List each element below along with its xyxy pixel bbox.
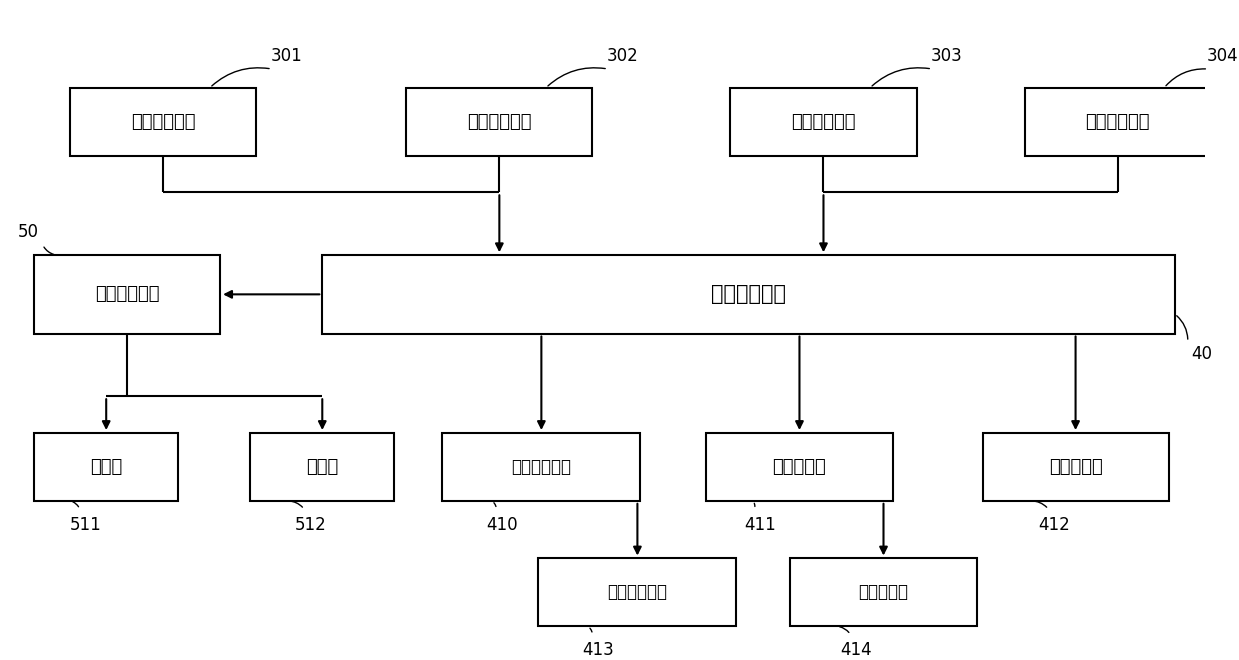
Text: 511: 511 (69, 516, 102, 534)
Text: 门解锁: 门解锁 (90, 458, 123, 476)
Bar (442, 433, 641, 501)
Text: 安全诊断模块: 安全诊断模块 (711, 284, 786, 304)
Text: 301: 301 (270, 48, 302, 65)
Text: 411: 411 (745, 516, 777, 534)
Text: 302: 302 (607, 48, 638, 65)
Bar (71, 88, 256, 156)
Text: 512: 512 (295, 516, 326, 534)
Text: 侧碰撞气囊: 侧碰撞气囊 (1048, 458, 1103, 476)
Text: 303: 303 (930, 48, 963, 65)
Text: 前碰撞气囊: 前碰撞气囊 (773, 458, 826, 476)
Text: 410: 410 (487, 516, 518, 534)
Text: 前碰撞传感器: 前碰撞传感器 (467, 113, 532, 131)
Text: 前碰撞传感器: 前碰撞传感器 (131, 113, 196, 131)
Bar (322, 255, 1175, 333)
Text: 侧碰撞传感器: 侧碰撞传感器 (792, 113, 856, 131)
Bar (35, 433, 178, 501)
Text: 电池继电器: 电池继电器 (859, 583, 908, 601)
Bar (406, 88, 592, 156)
Bar (1025, 88, 1211, 156)
Text: 414: 414 (841, 642, 872, 659)
Bar (706, 433, 892, 501)
Bar (790, 558, 976, 626)
Bar (983, 433, 1168, 501)
Text: 50: 50 (17, 223, 38, 241)
Text: 413: 413 (582, 642, 615, 659)
Text: 40: 40 (1192, 345, 1213, 364)
Bar (35, 255, 221, 333)
Text: 304: 304 (1207, 48, 1239, 65)
Text: 双跳灯: 双跳灯 (306, 458, 338, 476)
Bar (731, 88, 917, 156)
Text: 安全带预紧器: 安全带预紧器 (607, 583, 668, 601)
Text: 侧碰撞传感器: 侧碰撞传感器 (1085, 113, 1150, 131)
Bar (250, 433, 394, 501)
Text: 412: 412 (1038, 516, 1070, 534)
Bar (539, 558, 736, 626)
Text: 远程协助系统: 远程协助系统 (512, 458, 571, 476)
Text: 车身控制模块: 车身控制模块 (95, 285, 160, 304)
